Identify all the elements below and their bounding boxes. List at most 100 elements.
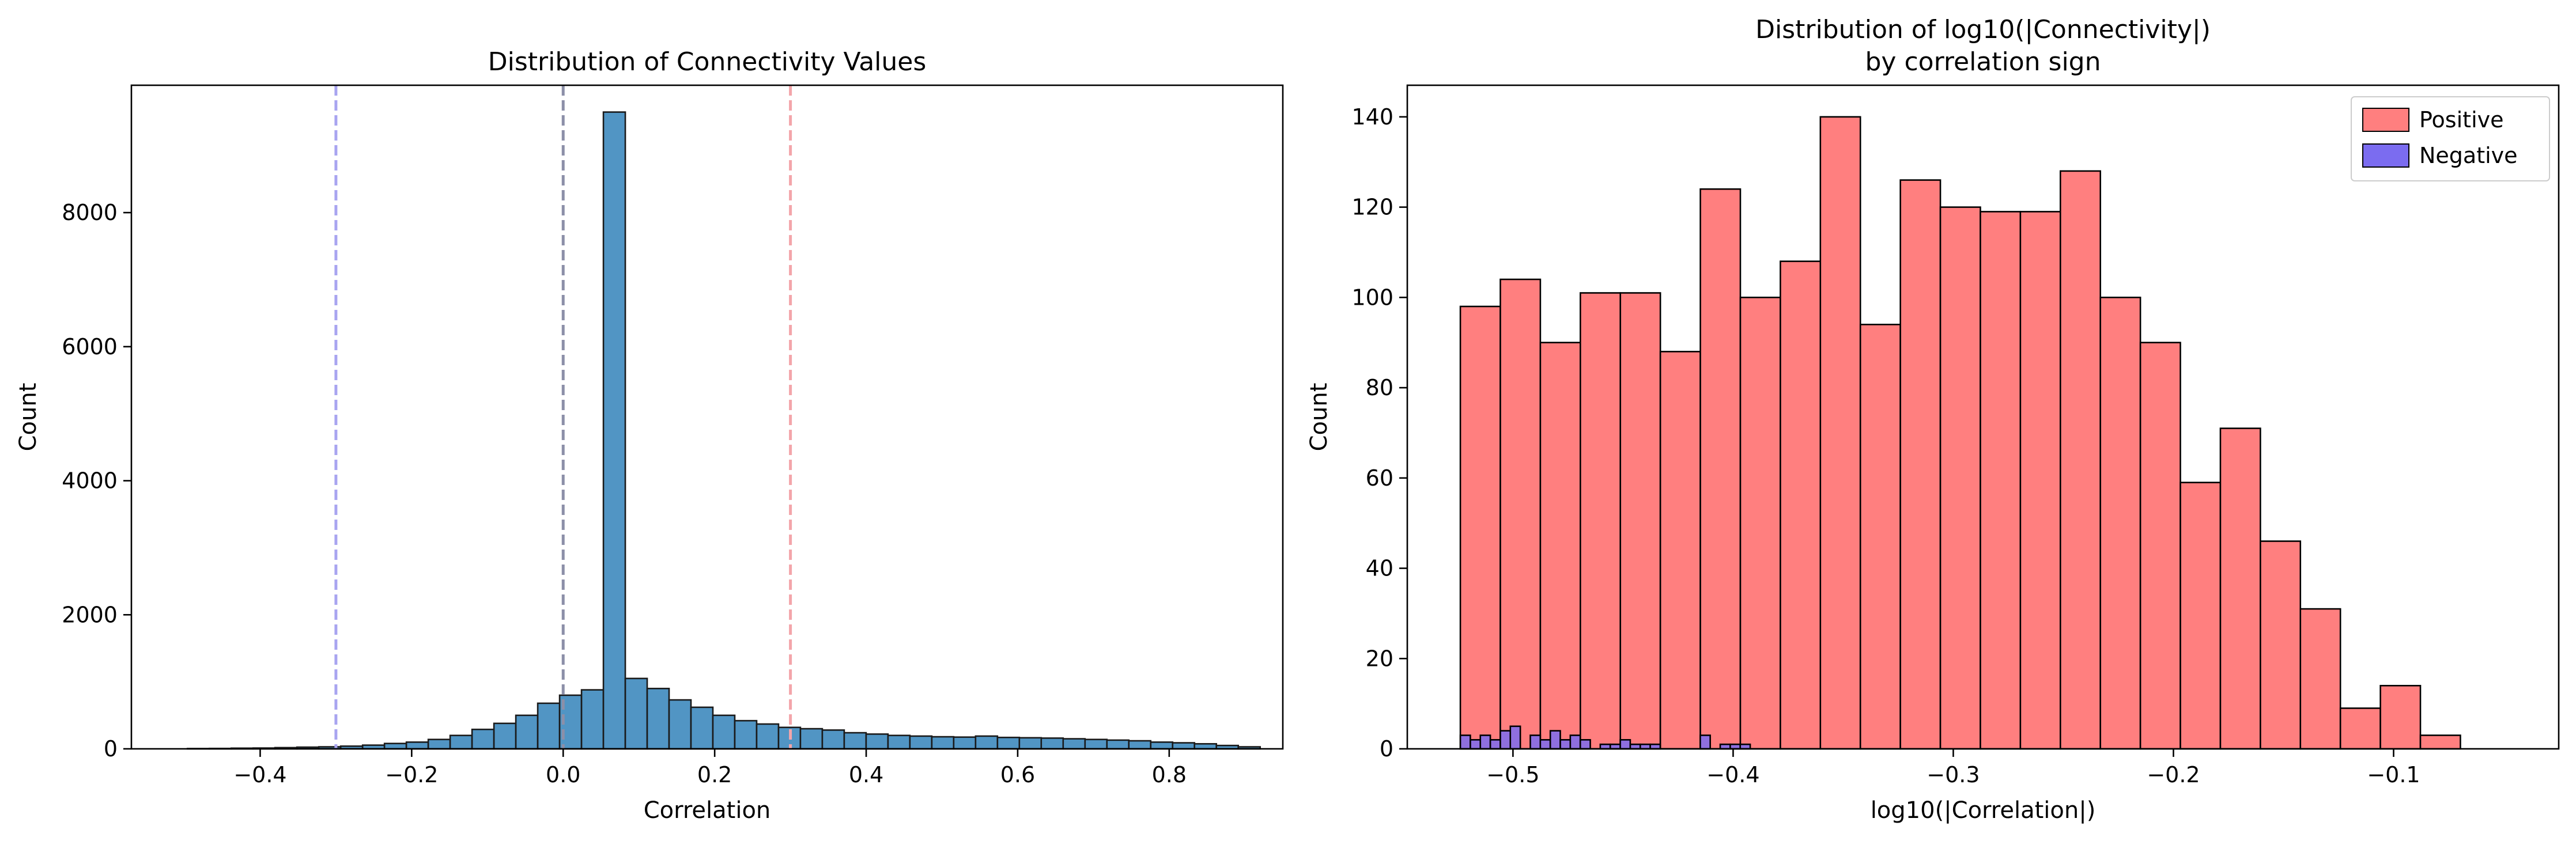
negative-bar [1569,734,1581,750]
connectivity-bar [756,723,780,750]
x-tick-label: −0.2 [385,762,438,787]
y-tick-label: 6000 [62,334,118,359]
positive-bar [1539,342,1581,750]
positive-bar [1580,292,1622,750]
x-tick-label: 0.2 [697,762,732,787]
positive-bar [1899,179,1942,750]
positive-bar [2180,482,2222,750]
x-tick-label: −0.5 [1486,762,1539,787]
positive-bar [2099,297,2141,750]
y-tick-label: 20 [1366,646,1393,671]
y-tick-label: 0 [1380,736,1393,762]
positive-bar [2019,211,2061,750]
x-tick-label: −0.2 [2147,762,2200,787]
positive-bar [2219,427,2261,750]
negative-bar [1470,739,1482,750]
legend-swatch-positive [2362,108,2409,132]
legend-label-positive: Positive [2419,107,2504,132]
x-tick-label: −0.4 [1706,762,1759,787]
y-tick-label: 80 [1366,375,1393,400]
y-axis-label: Count [15,383,41,452]
x-tick-label: 0.0 [546,762,580,787]
connectivity-bar [821,729,845,750]
connectivity-bar [1172,742,1196,750]
positive-bar [1980,211,2022,750]
connectivity-bar [909,735,933,750]
connectivity-bar [690,706,714,750]
connectivity-bar [1193,742,1218,750]
connectivity-bar [580,689,605,750]
chart-log-connectivity-by-sign: −0.5 −0.4 −0.3 −0.2 −0.1 0 20 40 60 80 100 120 140 D… [1306,15,2560,824]
connectivity-bar [1128,740,1152,750]
connectivity-bar [427,738,451,750]
y-tick-label: 100 [1351,285,1393,310]
connectivity-bar [953,736,977,750]
positive-bar [1499,278,1542,750]
positive-bar [1819,116,1861,750]
y-tick-label: 60 [1366,465,1393,491]
negative-bar [1579,739,1591,750]
connectivity-bar [493,722,517,750]
positive-bar [2139,342,2181,750]
positive-bar [1619,292,1661,750]
connectivity-bar [668,699,692,750]
positive-bar [2260,540,2302,750]
positive-bar [1859,324,1901,750]
negative-bar [1619,739,1631,750]
connectivity-bar [1018,737,1043,750]
chart-title-line-2: by correlation sign [1865,47,2101,77]
negative-bar [1489,739,1501,750]
negative-bar [1539,739,1551,750]
positive-bar [1659,351,1701,750]
positive-bar [1780,260,1822,750]
x-tick-label: −0.4 [233,762,286,787]
histogram-bars-negative [1459,725,1751,750]
negative-bar [1699,734,1711,750]
connectivity-bar [799,728,824,750]
positive-bar [2059,170,2101,750]
connectivity-bar [887,734,911,750]
plot-area-background [131,85,1283,749]
connectivity-bar [602,111,626,750]
y-axis-label: Count [1306,383,1332,452]
x-axis-label: Correlation [644,797,771,824]
positive-bar [2339,707,2381,750]
reference-lines [334,85,792,749]
legend: Positive Negative [2351,96,2550,181]
negative-bar [1459,734,1471,750]
positive-bar [2379,684,2422,750]
x-tick-label: 0.8 [1152,762,1187,787]
negative-bar [1509,725,1521,750]
chart-title: Distribution of Connectivity Values [488,47,927,77]
axes-frame [1406,84,2560,750]
y-tick-label: 2000 [62,602,118,627]
chart-connectivity-values: −0.4 −0.2 0.0 0.2 0.4 0.6 0.8 0 2000 4000 6000 8000… [15,47,1284,824]
connectivity-bar [449,734,473,750]
connectivity-bar [843,732,867,750]
connectivity-bar [624,677,648,750]
x-tick-label: 0.6 [1000,762,1035,787]
connectivity-bar [865,733,889,750]
negative-bar [1529,734,1542,750]
positive-bar [1699,188,1742,750]
histogram-bars-positive [1459,116,2461,750]
y-tick-label: 120 [1351,195,1393,220]
x-tick-label: −0.1 [2367,762,2420,787]
axes: −0.4 −0.2 0.0 0.2 0.4 0.6 0.8 0 2000 4000 6000 8000 [62,84,1284,787]
connectivity-bar [1062,738,1086,750]
connectivity-bar [537,702,561,750]
x-tick-label: 0.4 [849,762,883,787]
axes: −0.5 −0.4 −0.3 −0.2 −0.1 0 20 40 60 80 100 120 140 [1351,84,2560,787]
connectivity-bar [1084,738,1108,750]
negative-bar [1499,730,1512,750]
connectivity-bar [975,735,999,750]
histogram-bars [186,111,1261,750]
connectivity-bar [734,719,758,750]
positive-bar [2419,734,2461,750]
connectivity-bar [996,736,1021,750]
x-axis-label: log10(|Correlation|) [1871,797,2096,824]
connectivity-bar [646,687,670,750]
y-tick-label: 0 [104,736,118,762]
legend-swatch-negative [2362,143,2409,168]
